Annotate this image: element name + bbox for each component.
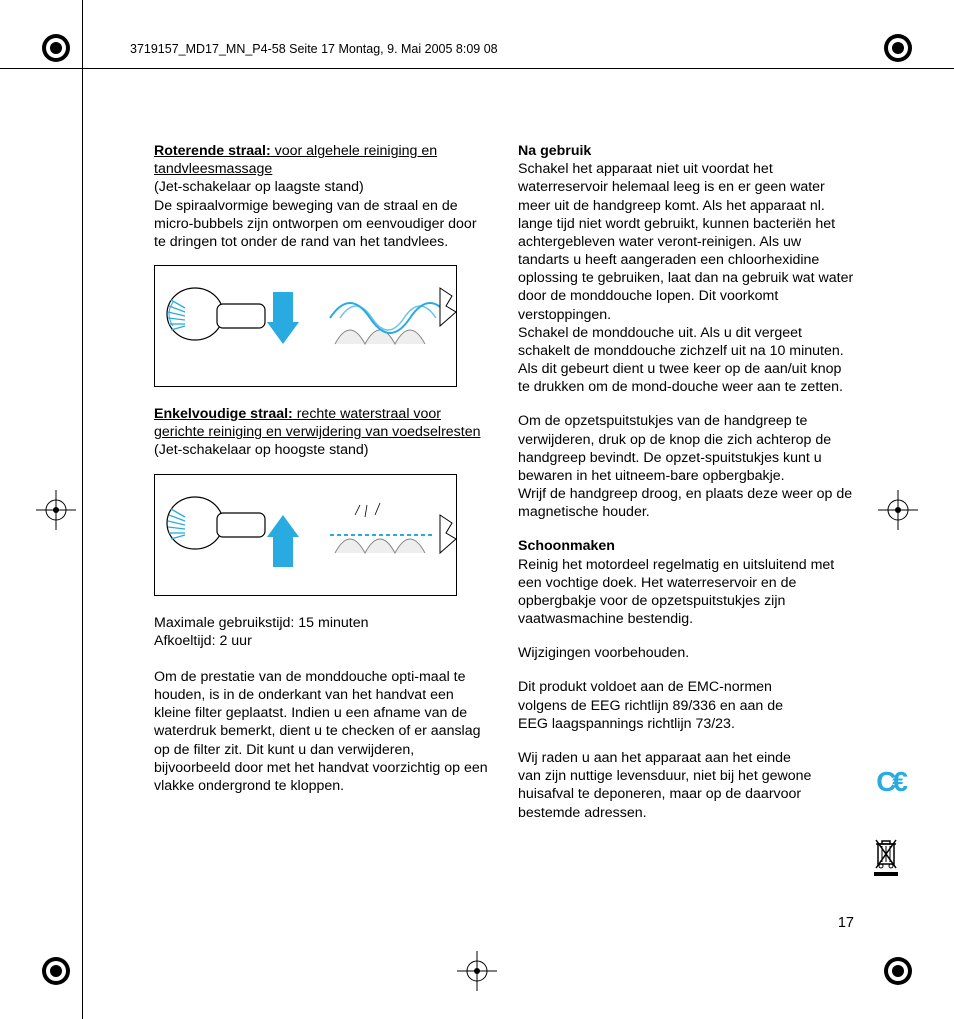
roterende-heading: Roterende straal: voor algehele reinigin… bbox=[154, 142, 490, 178]
registration-mark-icon bbox=[36, 951, 76, 991]
registration-mark-icon bbox=[36, 28, 76, 68]
enkelvoudige-heading: Enkelvoudige straal: rechte waterstraal … bbox=[154, 405, 490, 441]
left-column: Roterende straal: voor algehele reinigin… bbox=[154, 142, 490, 822]
illustration-single-jet bbox=[154, 474, 457, 596]
crosshair-mark-icon bbox=[878, 490, 918, 530]
page-number: 17 bbox=[838, 915, 854, 931]
enkelvoudige-sub: (Jet-schakelaar op hoogste stand) bbox=[154, 441, 490, 459]
max-time: Maximale gebruikstijd: 15 minuten bbox=[154, 614, 490, 632]
weee-bin-icon bbox=[872, 838, 900, 876]
right-column: Na gebruik Schakel het apparaat niet uit… bbox=[518, 142, 854, 822]
emc-text: Dit produkt voldoet aan de EMC-normen vo… bbox=[518, 678, 854, 733]
schoonmaken-body: Reinig het motordeel regelmatig en uitsl… bbox=[518, 556, 854, 629]
roterende-body: De spiraalvormige beweging van de straal… bbox=[154, 197, 490, 252]
opzet-body2: Wrijf de handgreep droog, en plaats deze… bbox=[518, 485, 854, 521]
registration-mark-icon bbox=[878, 28, 918, 68]
nagebruik-body1: Schakel het apparaat niet uit voordat he… bbox=[518, 160, 854, 324]
registration-mark-icon bbox=[878, 951, 918, 991]
nagebruik-body2: Schakel de monddouche uit. Als u dit ver… bbox=[518, 324, 854, 397]
crosshair-mark-icon bbox=[457, 951, 497, 991]
left-rule bbox=[82, 0, 83, 1019]
ce-mark-icon: C€ bbox=[876, 764, 904, 800]
opzet-body1: Om de opzetspuitstukjes van de handgreep… bbox=[518, 412, 854, 485]
top-rule bbox=[0, 68, 954, 69]
wijzigingen: Wijzigingen voorbehouden. bbox=[518, 644, 854, 662]
illustration-rotating-jet bbox=[154, 265, 457, 387]
header-filename: 3719157_MD17_MN_P4-58 Seite 17 Montag, 9… bbox=[130, 42, 498, 56]
roterende-sub: (Jet-schakelaar op laagste stand) bbox=[154, 178, 490, 196]
weee-text: Wij raden u aan het apparaat aan het ein… bbox=[518, 749, 854, 822]
nagebruik-heading: Na gebruik bbox=[518, 143, 591, 159]
crosshair-mark-icon bbox=[36, 490, 76, 530]
page-content: Roterende straal: voor algehele reinigin… bbox=[154, 142, 854, 822]
filter-body: Om de prestatie van de monddouche opti-m… bbox=[154, 668, 490, 795]
schoonmaken-heading: Schoonmaken bbox=[518, 538, 615, 554]
cool-time: Afkoeltijd: 2 uur bbox=[154, 632, 490, 650]
